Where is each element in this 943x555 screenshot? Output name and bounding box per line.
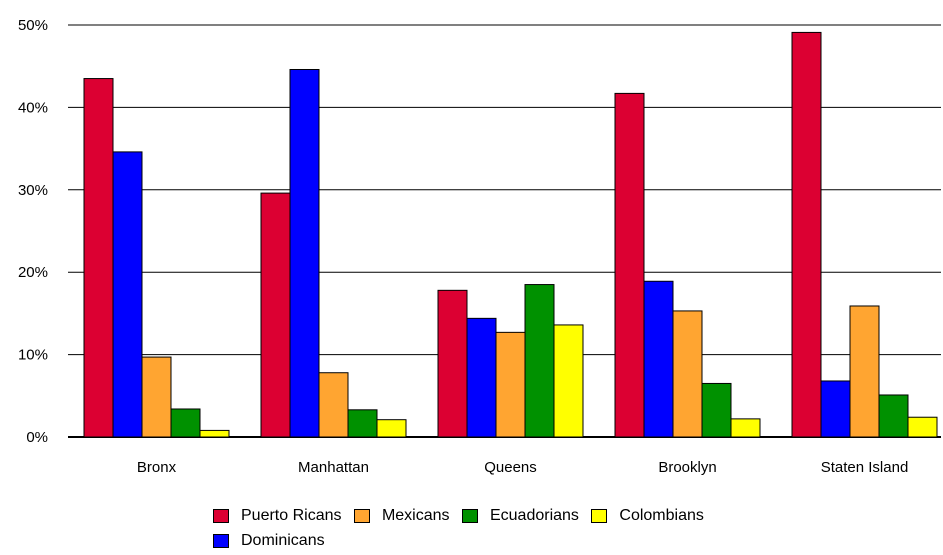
legend-item-puerto-ricans: Puerto Ricans — [213, 505, 342, 527]
bar-colombians-queens — [553, 324, 584, 438]
bar-puerto-ricans-manhattan — [260, 192, 291, 438]
y-tick-label: 10% — [18, 347, 48, 364]
x-category-label: Bronx — [137, 459, 177, 476]
bar-ecuadorians-manhattan — [347, 409, 378, 438]
bar-dominicans-manhattan — [289, 68, 320, 438]
legend-swatch — [213, 534, 229, 548]
y-tick-label: 50% — [18, 17, 48, 34]
legend-item-dominicans: Dominicans — [213, 530, 325, 552]
y-axis-ticks: 0% 10% 20% 30% 40% 50% — [18, 17, 48, 446]
bar-colombians-staten-island — [907, 416, 938, 438]
bar-chart: 0%10%20%30%40%50% Bronx Manhattan Queens Br… — [18, 17, 941, 476]
bar-mexicans-manhattan — [318, 372, 349, 438]
legend-swatch — [461, 509, 478, 523]
legend-label: Colombians — [619, 507, 704, 524]
legend-swatch — [353, 509, 370, 523]
legend-item-ecuadorians: Ecuadorians — [461, 505, 579, 527]
y-tick-label: 30% — [18, 182, 48, 199]
legend: Puerto Ricans Mexicans Ecuadorians Colom… — [213, 505, 853, 555]
bar-ecuadorians-bronx — [170, 408, 201, 438]
bar-ecuadorians-queens — [524, 284, 555, 438]
bar-dominicans-bronx — [112, 151, 143, 438]
bar-puerto-ricans-brooklyn — [614, 92, 645, 438]
bars — [83, 31, 938, 438]
legend-label: Dominicans — [241, 532, 325, 549]
bar-colombians-brooklyn — [730, 418, 761, 438]
legend-label: Ecuadorians — [489, 507, 579, 524]
bar-puerto-ricans-bronx — [83, 78, 114, 438]
legend-swatch — [213, 509, 229, 523]
bar-puerto-ricans-staten-island — [791, 31, 822, 438]
x-axis-labels: Bronx Manhattan Queens Brooklyn Staten Islan… — [137, 459, 908, 476]
bar-mexicans-bronx — [141, 356, 172, 438]
x-category-label: Brooklyn — [658, 459, 716, 476]
legend-item-mexicans: Mexicans — [353, 505, 450, 527]
y-tick-label: 20% — [18, 264, 48, 281]
legend-item-colombians: Colombians — [591, 505, 704, 527]
legend-swatch — [591, 509, 608, 523]
bar-puerto-ricans-queens — [437, 289, 468, 438]
bar-dominicans-queens — [466, 317, 497, 438]
legend-row-2: Dominicans — [213, 530, 853, 555]
x-category-label: Staten Island — [821, 459, 909, 476]
bar-mexicans-staten-island — [849, 305, 880, 438]
bar-ecuadorians-brooklyn — [701, 382, 732, 438]
x-category-label: Manhattan — [298, 459, 369, 476]
bar-mexicans-brooklyn — [672, 310, 703, 438]
bar-mexicans-queens — [495, 331, 526, 438]
bar-dominicans-brooklyn — [643, 280, 674, 438]
legend-label: Puerto Ricans — [241, 507, 342, 524]
bar-dominicans-staten-island — [820, 380, 851, 438]
y-tick-label: 0% — [26, 429, 48, 446]
bar-ecuadorians-staten-island — [878, 394, 909, 438]
bar-colombians-manhattan — [376, 419, 407, 438]
y-tick-label: 40% — [18, 99, 48, 116]
legend-label: Mexicans — [381, 507, 450, 524]
x-category-label: Queens — [484, 459, 537, 476]
legend-row-1: Puerto Ricans Mexicans Ecuadorians Colom… — [213, 505, 853, 530]
bar-colombians-bronx — [199, 429, 230, 438]
